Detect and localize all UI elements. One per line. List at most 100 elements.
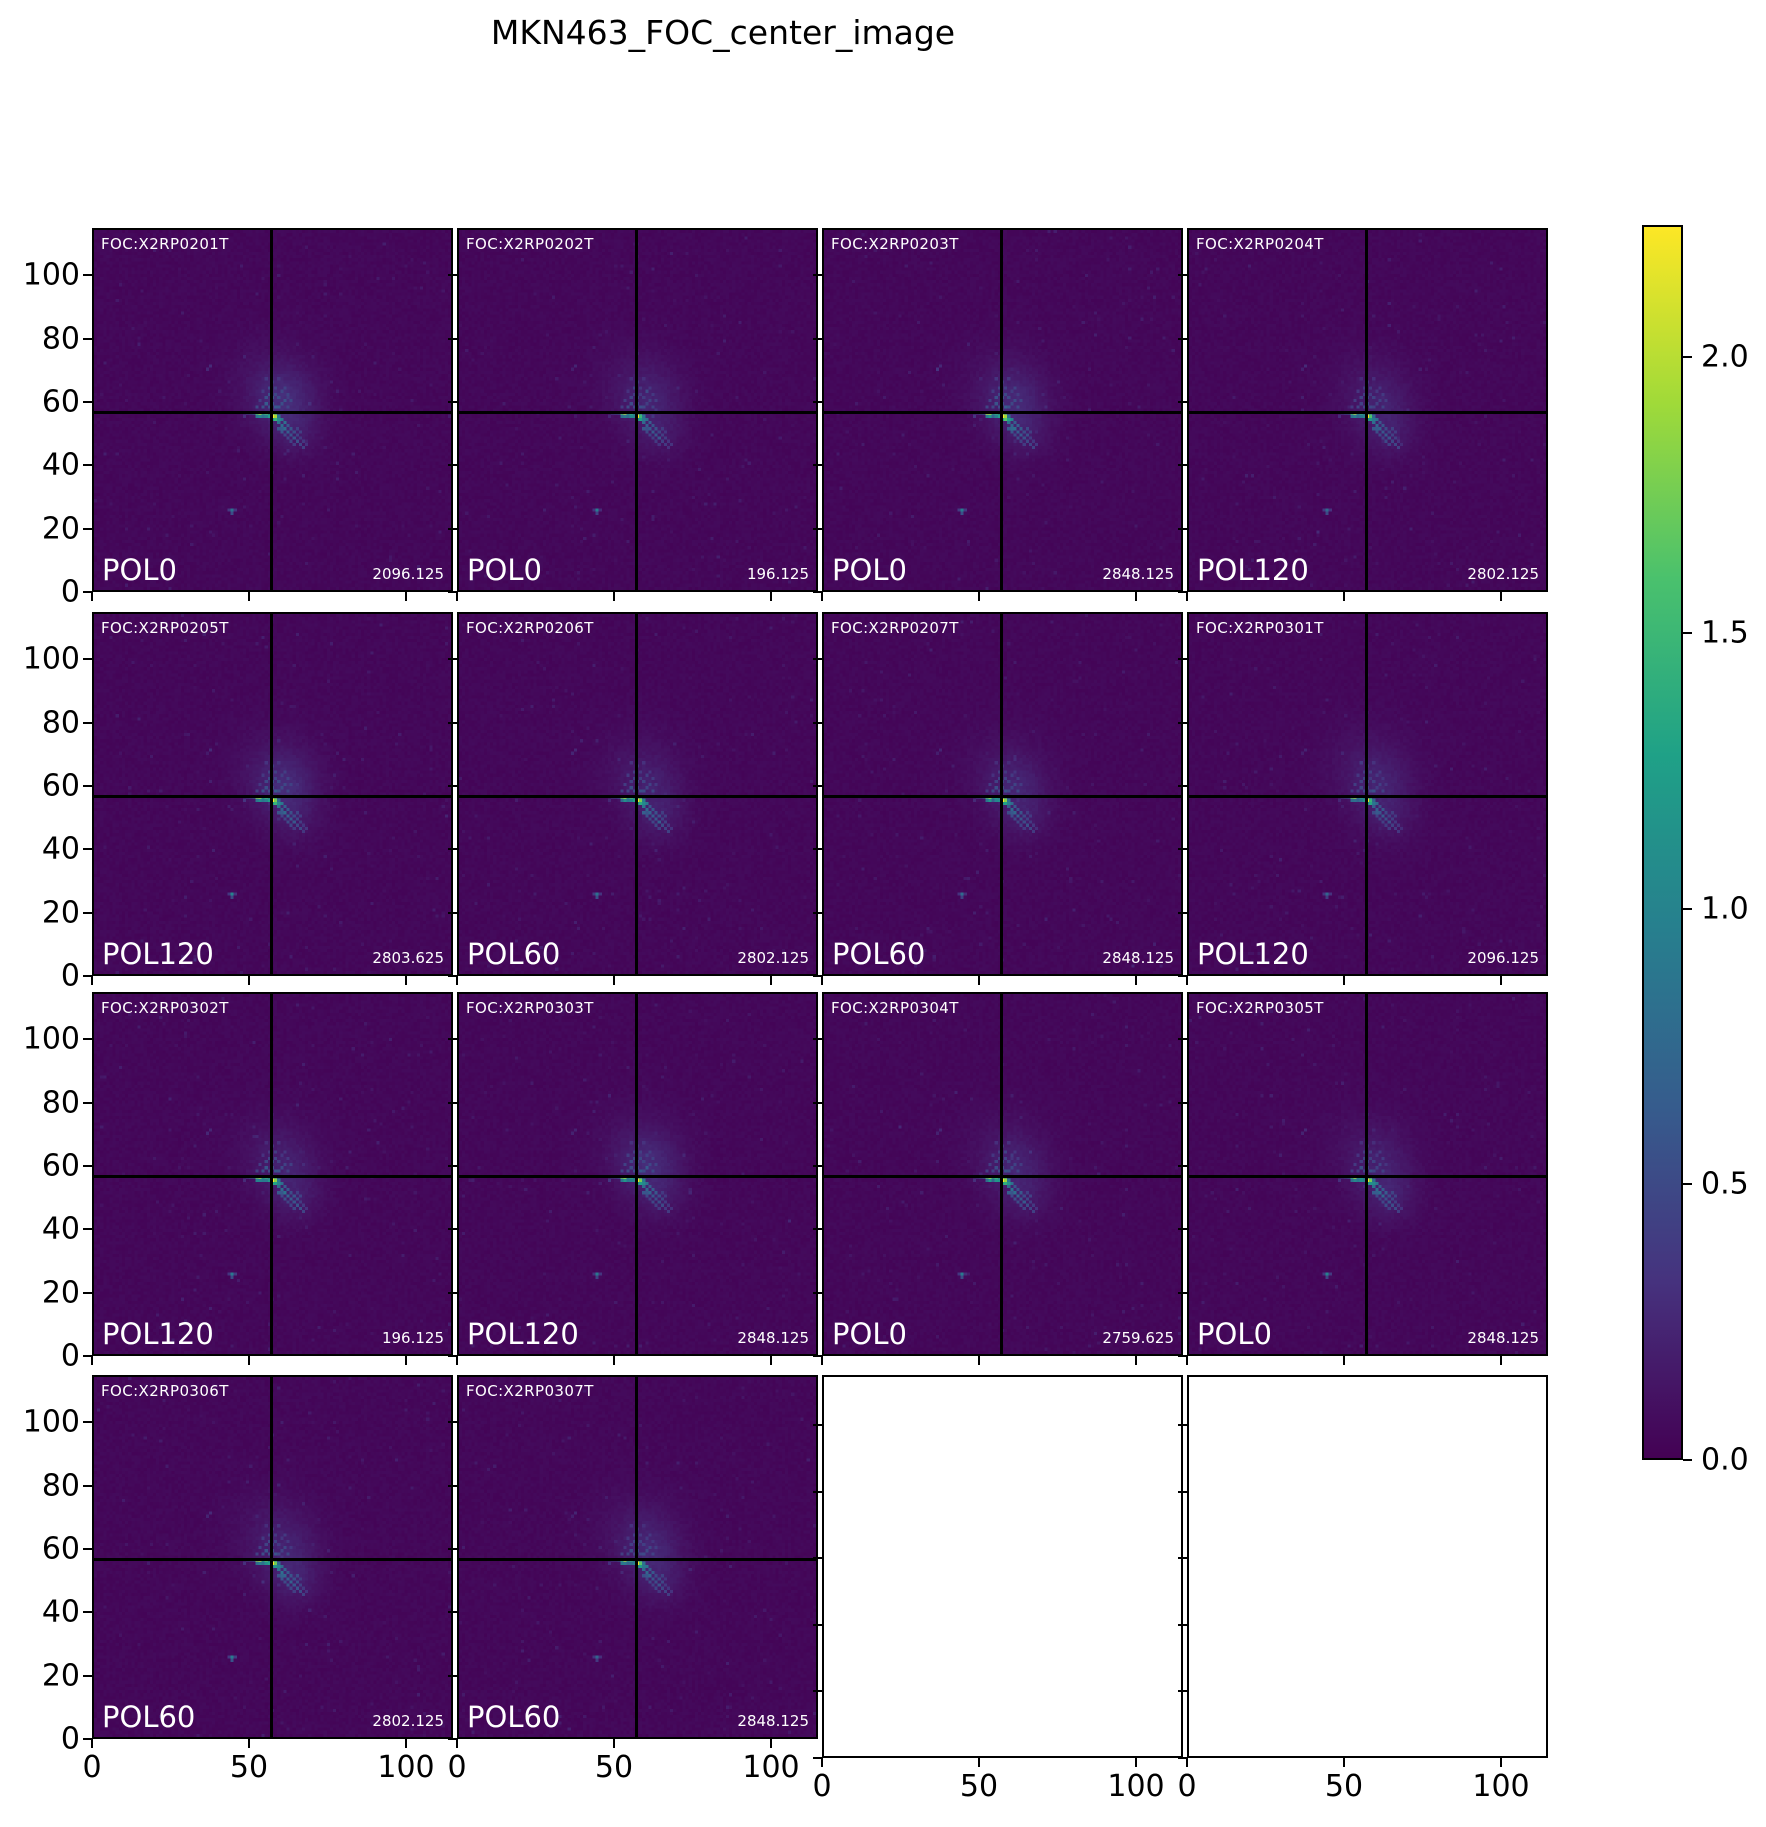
crosshair-horizontal-line bbox=[1189, 411, 1546, 414]
axis-tick bbox=[813, 1424, 822, 1426]
axis-tick bbox=[448, 848, 457, 850]
x-tick-label: 50 bbox=[594, 1750, 634, 1785]
figure-title: MKN463_FOC_center_image bbox=[490, 13, 956, 52]
crosshair-vertical-line bbox=[635, 230, 638, 590]
axis-tick bbox=[83, 1292, 92, 1294]
subplot-panel: FOC:X2RP0201T POL0 2096.125 bbox=[92, 228, 453, 592]
axis-tick bbox=[83, 1038, 92, 1040]
axis-tick bbox=[83, 1102, 92, 1104]
x-tick-label: 0 bbox=[812, 1769, 832, 1804]
axis-tick bbox=[978, 976, 980, 985]
pol-label: POL120 bbox=[1197, 937, 1309, 971]
foc-id-label: FOC:X2RP0305T bbox=[1196, 999, 1324, 1017]
axis-tick bbox=[91, 1356, 93, 1365]
axis-tick bbox=[456, 592, 458, 601]
y-tick-label: 80 bbox=[41, 1085, 80, 1121]
foc-id-label: FOC:X2RP0207T bbox=[831, 619, 959, 637]
axis-tick bbox=[405, 1739, 407, 1748]
axis-tick bbox=[813, 975, 822, 977]
crosshair-vertical-line bbox=[270, 1377, 273, 1737]
colorbar-tick-label: 0.5 bbox=[1701, 1166, 1749, 1202]
axis-tick bbox=[83, 975, 92, 977]
pol-label: POL120 bbox=[102, 1317, 214, 1351]
exposure-value-label: 2848.125 bbox=[1102, 565, 1174, 583]
crosshair-horizontal-line bbox=[1189, 795, 1546, 798]
colorbar bbox=[1642, 225, 1683, 1460]
x-tick-label: 0 bbox=[447, 1750, 467, 1785]
axis-tick bbox=[613, 1356, 615, 1365]
subplot-panel-empty bbox=[822, 1375, 1183, 1758]
axis-tick bbox=[1343, 592, 1345, 601]
subplot-panel: FOC:X2RP0302T POL120 196.125 bbox=[92, 992, 453, 1356]
foc-id-label: FOC:X2RP0301T bbox=[1196, 619, 1324, 637]
crosshair-vertical-line bbox=[635, 994, 638, 1354]
axis-tick bbox=[813, 1165, 822, 1167]
axis-tick bbox=[448, 528, 457, 530]
pol-label: POL60 bbox=[467, 937, 561, 971]
axis-tick bbox=[813, 1228, 822, 1230]
axis-tick bbox=[83, 1165, 92, 1167]
x-tick-label: 50 bbox=[959, 1769, 999, 1804]
pol-label: POL60 bbox=[102, 1700, 196, 1734]
y-tick-label: 80 bbox=[41, 705, 80, 741]
axis-tick bbox=[448, 1355, 457, 1357]
axis-tick bbox=[770, 1356, 772, 1365]
crosshair-horizontal-line bbox=[459, 1175, 816, 1178]
pol-label: POL0 bbox=[832, 1317, 907, 1351]
y-tick-label: 60 bbox=[41, 1531, 80, 1567]
y-tick-label: 0 bbox=[60, 958, 80, 994]
crosshair-vertical-line bbox=[635, 614, 638, 974]
axis-tick bbox=[83, 785, 92, 787]
axis-tick bbox=[1178, 1624, 1187, 1626]
axis-tick bbox=[448, 658, 457, 660]
exposure-value-label: 2759.625 bbox=[1102, 1329, 1174, 1347]
axis-tick bbox=[770, 592, 772, 601]
axis-tick bbox=[813, 401, 822, 403]
axis-tick bbox=[83, 401, 92, 403]
axis-tick bbox=[448, 1165, 457, 1167]
axis-tick bbox=[1178, 401, 1187, 403]
foc-id-label: FOC:X2RP0302T bbox=[101, 999, 229, 1017]
axis-tick bbox=[1178, 1038, 1187, 1040]
exposure-value-label: 2848.125 bbox=[737, 1329, 809, 1347]
crosshair-vertical-line bbox=[1365, 994, 1368, 1354]
crosshair-vertical-line bbox=[1000, 994, 1003, 1354]
y-tick-label: 0 bbox=[60, 1338, 80, 1374]
axis-tick bbox=[1186, 976, 1188, 985]
y-tick-label: 0 bbox=[60, 574, 80, 610]
y-tick-label: 100 bbox=[22, 257, 80, 293]
axis-tick bbox=[1178, 1757, 1187, 1759]
x-tick-label: 50 bbox=[229, 1750, 269, 1785]
axis-tick bbox=[448, 1421, 457, 1423]
axis-tick bbox=[813, 1624, 822, 1626]
exposure-value-label: 2802.125 bbox=[372, 1712, 444, 1730]
subplot-panel-empty bbox=[1187, 1375, 1548, 1758]
pol-label: POL120 bbox=[1197, 553, 1309, 587]
crosshair-horizontal-line bbox=[94, 1558, 451, 1561]
axis-tick bbox=[813, 1292, 822, 1294]
axis-tick bbox=[83, 528, 92, 530]
foc-id-label: FOC:X2RP0205T bbox=[101, 619, 229, 637]
colorbar-tick-label: 1.0 bbox=[1701, 891, 1749, 927]
axis-tick bbox=[813, 1690, 822, 1692]
subplot-panel: FOC:X2RP0303T POL120 2848.125 bbox=[457, 992, 818, 1356]
axis-tick bbox=[1178, 591, 1187, 593]
foc-id-label: FOC:X2RP0306T bbox=[101, 1382, 229, 1400]
colorbar-tick bbox=[1683, 632, 1692, 634]
axis-tick bbox=[448, 464, 457, 466]
crosshair-vertical-line bbox=[1365, 230, 1368, 590]
axis-tick bbox=[248, 1739, 250, 1748]
y-tick-label: 0 bbox=[60, 1721, 80, 1757]
axis-tick bbox=[1178, 1228, 1187, 1230]
foc-id-label: FOC:X2RP0303T bbox=[466, 999, 594, 1017]
pol-label: POL0 bbox=[1197, 1317, 1272, 1351]
axis-tick bbox=[821, 1356, 823, 1365]
pol-label: POL0 bbox=[102, 553, 177, 587]
foc-id-label: FOC:X2RP0204T bbox=[1196, 235, 1324, 253]
axis-tick bbox=[83, 464, 92, 466]
y-tick-label: 20 bbox=[41, 1275, 80, 1311]
pol-label: POL120 bbox=[102, 937, 214, 971]
x-tick-label: 0 bbox=[82, 1750, 102, 1785]
axis-tick bbox=[448, 591, 457, 593]
axis-tick bbox=[448, 1611, 457, 1613]
